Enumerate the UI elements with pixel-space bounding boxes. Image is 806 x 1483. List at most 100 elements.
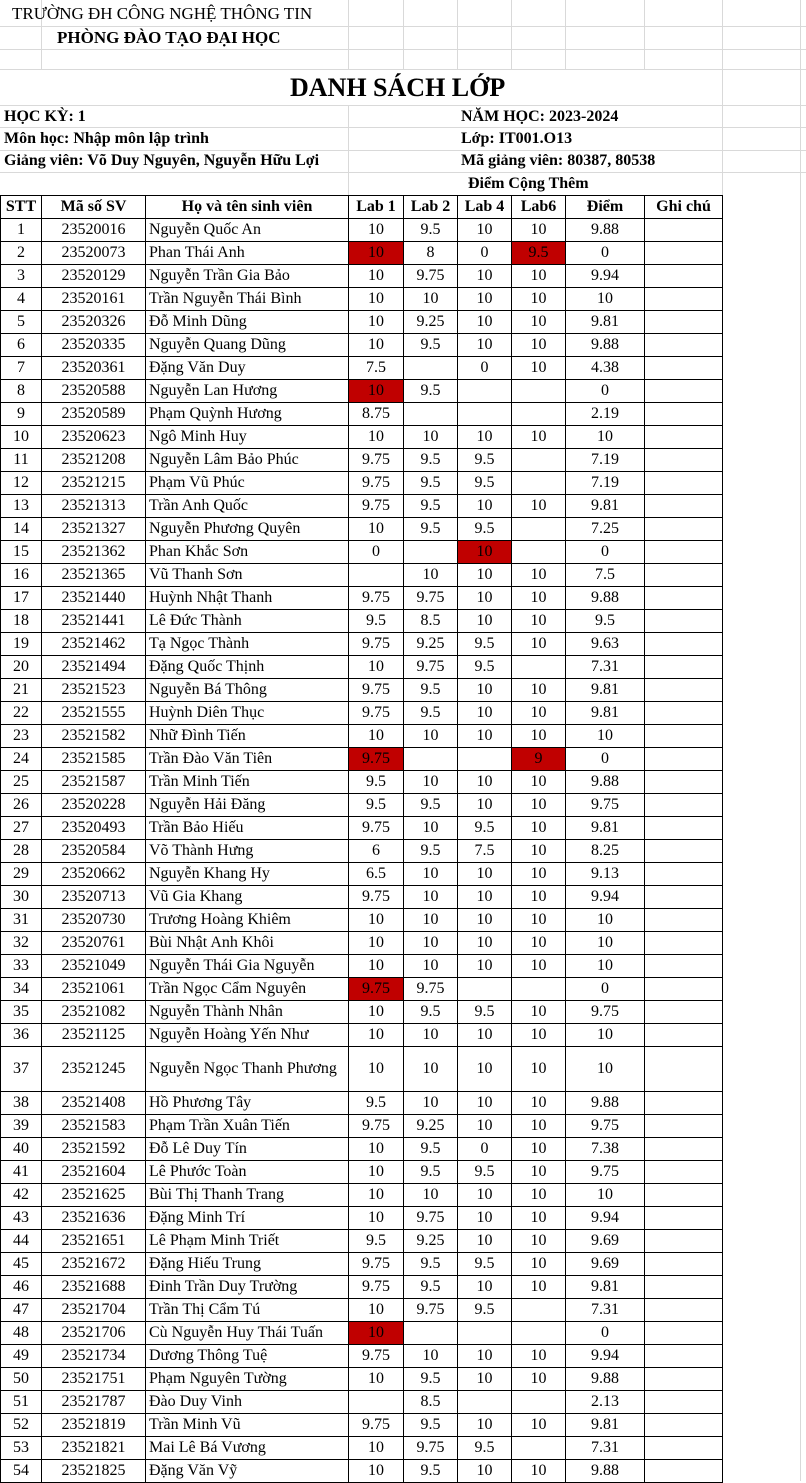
gridline: [41, 0, 42, 69]
student-name-cell: Phan Khắc Sơn: [145, 540, 349, 564]
stt-cell: 29: [0, 862, 42, 886]
table-row: 40 23521592 Đỗ Lê Duy Tín 10 9.5 0 10 7.38: [0, 1137, 723, 1161]
stt-cell: 22: [0, 701, 42, 725]
score-cell: 9.81: [565, 310, 645, 334]
table-row: 22 23521555 Huỳnh Diên Thục 9.75 9.5 10 10 9.81: [0, 701, 723, 725]
stt-cell: 7: [0, 356, 42, 380]
col-student-name: Họ và tên sinh viên: [145, 195, 349, 219]
student-name-cell: Cù Nguyễn Huy Thái Tuấn: [145, 1321, 349, 1345]
note-cell: [644, 471, 723, 495]
score-cell: 9.81: [565, 701, 645, 725]
lab4-cell: 10: [457, 1206, 512, 1230]
note-cell: [644, 517, 723, 541]
student-name-cell: Nguyễn Bá Thông: [145, 678, 349, 702]
student-name-cell: Nguyễn Thái Gia Nguyễn: [145, 954, 349, 978]
lab6-cell: 10: [511, 1046, 566, 1092]
lab2-cell: 9.5: [403, 1160, 458, 1184]
table-row: 35 23521082 Nguyễn Thành Nhân 10 9.5 9.5 10 9.7…: [0, 1000, 723, 1024]
lab6-cell: [511, 1436, 566, 1460]
table-row: 6 23520335 Nguyễn Quang Dũng 10 9.5 10 10 9.88: [0, 333, 723, 357]
student-id-cell: 23521734: [41, 1344, 146, 1368]
lab2-cell: 10: [403, 724, 458, 748]
col-lab4: Lab 4: [457, 195, 512, 219]
stt-cell: 35: [0, 1000, 42, 1024]
lab4-cell: [457, 977, 512, 1001]
stt-cell: 24: [0, 747, 42, 771]
semester-label: HỌC KỲ: 1: [4, 108, 86, 125]
table-row: 28 23520584 Võ Thành Hưng 6 9.5 7.5 10 8.25: [0, 839, 723, 863]
stt-cell: 38: [0, 1091, 42, 1115]
note-cell: [644, 425, 723, 449]
note-cell: [644, 931, 723, 955]
lab1-cell: 9.75: [348, 1275, 404, 1299]
stt-cell: 21: [0, 678, 42, 702]
student-name-cell: Lê Đức Thành: [145, 609, 349, 633]
student-name-cell: Bùi Thị Thanh Trang: [145, 1183, 349, 1207]
table-row: 25 23521587 Trần Minh Tiến 9.5 10 10 10 9.88: [0, 770, 723, 794]
score-cell: 9.75: [565, 1160, 645, 1184]
lab6-cell: 10: [511, 425, 566, 449]
student-name-cell: Vũ Gia Khang: [145, 885, 349, 909]
student-name-cell: Phạm Quỳnh Hương: [145, 402, 349, 426]
note-cell: [644, 954, 723, 978]
score-cell: 9.69: [565, 1252, 645, 1276]
lab4-cell: 0: [457, 241, 512, 265]
lab6-cell: 10: [511, 1023, 566, 1047]
score-cell: 9.81: [565, 1413, 645, 1437]
lab4-cell: 10: [457, 770, 512, 794]
stt-cell: 41: [0, 1160, 42, 1184]
stt-cell: 51: [0, 1390, 42, 1414]
lab6-cell: [511, 1298, 566, 1322]
student-name-cell: Hồ Phương Tây: [145, 1091, 349, 1115]
note-cell: [644, 655, 723, 679]
lab1-cell: 9.75: [348, 701, 404, 725]
lab1-cell: 10: [348, 218, 404, 242]
lecturer-ids-label: Mã giảng viên: 80387, 80538: [461, 152, 656, 169]
student-id-cell: 23521555: [41, 701, 146, 725]
student-id-cell: 23521365: [41, 563, 146, 587]
table-row: 48 23521706 Cù Nguyễn Huy Thái Tuấn 10 0: [0, 1321, 723, 1345]
student-id-cell: 23521706: [41, 1321, 146, 1345]
table-row: 18 23521441 Lê Đức Thành 9.5 8.5 10 10 9.5: [0, 609, 723, 633]
lab4-cell: 10: [457, 908, 512, 932]
lab1-cell: 9.75: [348, 586, 404, 610]
score-cell: 10: [565, 1183, 645, 1207]
student-id-cell: 23520584: [41, 839, 146, 863]
stt-cell: 26: [0, 793, 42, 817]
lab1-cell: 10: [348, 931, 404, 955]
student-name-cell: Lê Phạm Minh Triết: [145, 1229, 349, 1253]
lab4-cell: 10: [457, 954, 512, 978]
table-row: 49 23521734 Dương Thông Tuệ 9.75 10 10 10 9.94: [0, 1344, 723, 1368]
lab2-cell: 9.75: [403, 977, 458, 1001]
student-name-cell: Đào Duy Vinh: [145, 1390, 349, 1414]
student-id-cell: 23521327: [41, 517, 146, 541]
lab4-cell: 10: [457, 862, 512, 886]
stt-cell: 19: [0, 632, 42, 656]
table-row: 29 23520662 Nguyễn Khang Hy 6.5 10 10 10 9.13: [0, 862, 723, 886]
student-id-cell: 23521215: [41, 471, 146, 495]
lab4-cell: 10: [457, 931, 512, 955]
student-name-cell: Nguyễn Hoàng Yến Như: [145, 1023, 349, 1047]
lab1-cell: 9.5: [348, 1229, 404, 1253]
lab6-cell: 10: [511, 1459, 566, 1483]
lab4-cell: 9.5: [457, 471, 512, 495]
lab2-cell: 8.5: [403, 1390, 458, 1414]
lab6-cell: 10: [511, 563, 566, 587]
stt-cell: 23: [0, 724, 42, 748]
score-cell: 10: [565, 1023, 645, 1047]
lab2-cell: 9.25: [403, 632, 458, 656]
score-cell: 9.75: [565, 1000, 645, 1024]
lab6-cell: [511, 517, 566, 541]
lab1-cell: 10: [348, 517, 404, 541]
lab1-cell: 10: [348, 1436, 404, 1460]
lab4-cell: 10: [457, 609, 512, 633]
lab1-cell: 9.75: [348, 494, 404, 518]
lab1-cell: 9.75: [348, 471, 404, 495]
lab4-cell: 9.5: [457, 517, 512, 541]
stt-cell: 15: [0, 540, 42, 564]
lab4-cell: 9.5: [457, 1252, 512, 1276]
note-cell: [644, 816, 723, 840]
table-row: 8 23520588 Nguyễn Lan Hương 10 9.5 0: [0, 379, 723, 403]
student-id-cell: 23520493: [41, 816, 146, 840]
student-id-cell: 23520730: [41, 908, 146, 932]
